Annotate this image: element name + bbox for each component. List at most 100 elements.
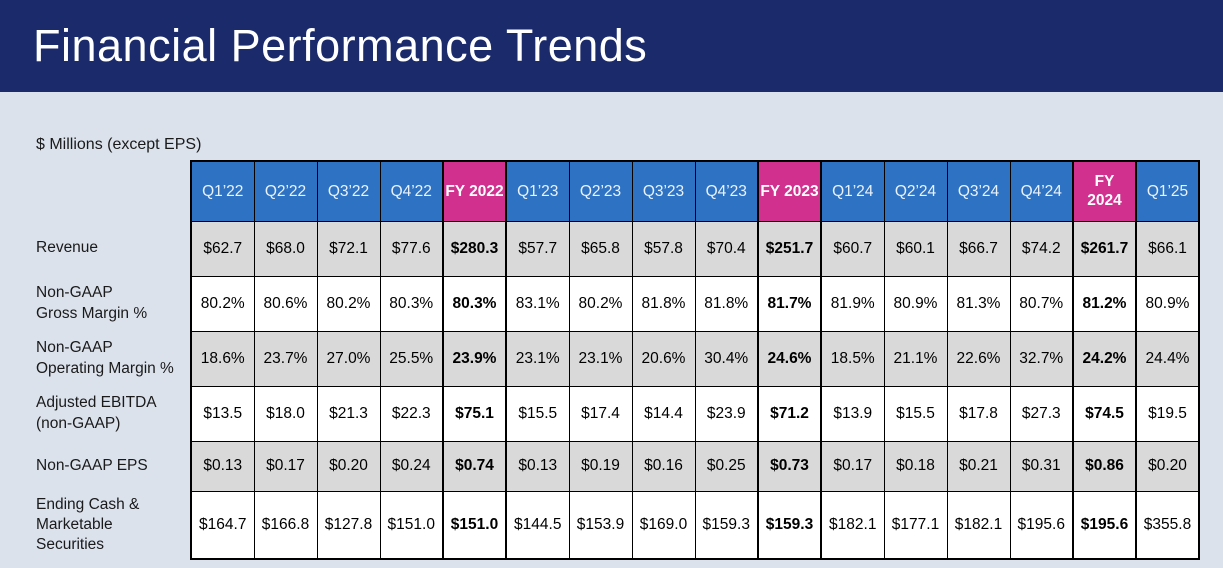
cell-value: $144.5	[505, 490, 570, 560]
cell-value: $70.4	[694, 220, 759, 277]
cell-value: 81.2%	[1072, 275, 1137, 332]
cell-value: 24.2%	[1072, 330, 1137, 387]
cell-value: 80.3%	[442, 275, 507, 332]
cell-value: $65.8	[568, 220, 633, 277]
cell-value: $14.4	[631, 385, 696, 442]
table-row: Non-GAAP Gross Margin % 80.2% 80.6% 80.2% 80…	[36, 275, 1200, 332]
cell-value: $355.8	[1135, 490, 1200, 560]
table-row: Non-GAAP EPS $0.13 $0.17 $0.20 $0.24 $0.74 $0.…	[36, 440, 1200, 492]
cell-value: $17.8	[946, 385, 1011, 442]
cell-value: 80.9%	[1135, 275, 1200, 332]
units-note: $ Millions (except EPS)	[36, 136, 202, 153]
table-row: Adjusted EBITDA (non-GAAP) $13.5 $18.0 $21.…	[36, 385, 1200, 442]
financial-performance-table: Q1’22 Q2’22 Q3’22 Q4’22 FY 2022 Q1’23 Q2’23 Q3’…	[36, 160, 1200, 560]
cell-value: $62.7	[190, 220, 255, 277]
cell-value: 80.2%	[568, 275, 633, 332]
cell-value: 81.7%	[757, 275, 822, 332]
cell-value: 24.4%	[1135, 330, 1200, 387]
table-row: Ending Cash & Marketable Securities $164.…	[36, 490, 1200, 560]
cell-value: $66.7	[946, 220, 1011, 277]
header-label-spacer	[36, 161, 191, 221]
column-header-quarter: Q4’24	[1009, 160, 1074, 222]
cell-value: $60.7	[820, 220, 885, 277]
cell-value: 80.9%	[883, 275, 948, 332]
table-row: Revenue $62.7 $68.0 $72.1 $77.6 $280.3 $57.7 $6…	[36, 220, 1200, 277]
cell-value: 23.9%	[442, 330, 507, 387]
row-label: Revenue	[36, 239, 99, 257]
cell-value: $177.1	[883, 490, 948, 560]
cell-value: $153.9	[568, 490, 633, 560]
cell-value: $72.1	[316, 220, 381, 277]
table-row: Non-GAAP Operating Margin % 18.6% 23.7% 27.…	[36, 330, 1200, 387]
cell-value: $0.18	[883, 440, 948, 492]
cell-value: $127.8	[316, 490, 381, 560]
cell-value: $0.20	[1135, 440, 1200, 492]
cell-value: $195.6	[1072, 490, 1137, 560]
cell-value: $261.7	[1072, 220, 1137, 277]
cell-value: $151.0	[442, 490, 507, 560]
column-header-fy: FY 2023	[757, 160, 822, 222]
cell-value: 24.6%	[757, 330, 822, 387]
cell-value: $77.6	[379, 220, 444, 277]
column-header-fy: FY 2024	[1072, 160, 1137, 222]
cell-value: $18.0	[253, 385, 318, 442]
cell-value: $0.24	[379, 440, 444, 492]
cell-value: $17.4	[568, 385, 633, 442]
column-header-quarter: Q3’22	[316, 160, 381, 222]
cell-value: $13.5	[190, 385, 255, 442]
slide-body: $ Millions (except EPS) Q1’22 Q2’22 Q3’22 Q…	[0, 136, 1223, 560]
cell-value: 23.1%	[568, 330, 633, 387]
cell-value: $57.8	[631, 220, 696, 277]
column-header-quarter: Q2’23	[568, 160, 633, 222]
cell-value: 80.2%	[190, 275, 255, 332]
cell-value: 30.4%	[694, 330, 759, 387]
cell-value: 18.6%	[190, 330, 255, 387]
cell-value: $74.2	[1009, 220, 1074, 277]
column-header-quarter: Q1’24	[820, 160, 885, 222]
cell-value: $23.9	[694, 385, 759, 442]
row-label: Ending Cash & Marketable Securities	[36, 495, 140, 554]
cell-value: 25.5%	[379, 330, 444, 387]
cell-value: 80.7%	[1009, 275, 1074, 332]
cell-value: $0.31	[1009, 440, 1074, 492]
cell-value: $60.1	[883, 220, 948, 277]
cell-value: $169.0	[631, 490, 696, 560]
cell-value: $166.8	[253, 490, 318, 560]
column-header-quarter: Q2’22	[253, 160, 318, 222]
cell-value: 27.0%	[316, 330, 381, 387]
cell-value: 20.6%	[631, 330, 696, 387]
cell-value: $251.7	[757, 220, 822, 277]
column-header-quarter: Q1’23	[505, 160, 570, 222]
cell-value: $280.3	[442, 220, 507, 277]
cell-value: $0.74	[442, 440, 507, 492]
cell-value: 22.6%	[946, 330, 1011, 387]
cell-value: $71.2	[757, 385, 822, 442]
cell-value: $15.5	[883, 385, 948, 442]
cell-value: $159.3	[694, 490, 759, 560]
cell-value: $182.1	[820, 490, 885, 560]
cell-value: $159.3	[757, 490, 822, 560]
column-header-quarter: Q3’24	[946, 160, 1011, 222]
cell-value: 23.1%	[505, 330, 570, 387]
page-title: Financial Performance Trends	[33, 20, 648, 71]
cell-value: 81.3%	[946, 275, 1011, 332]
cell-value: $0.17	[820, 440, 885, 492]
cell-value: 32.7%	[1009, 330, 1074, 387]
cell-value: 80.3%	[379, 275, 444, 332]
row-label: Non-GAAP Gross Margin %	[36, 284, 148, 322]
table-header-row: Q1’22 Q2’22 Q3’22 Q4’22 FY 2022 Q1’23 Q2’23 Q3’…	[36, 160, 1200, 222]
cell-value: $75.1	[442, 385, 507, 442]
row-label: Non-GAAP Operating Margin %	[36, 339, 174, 377]
cell-value: 21.1%	[883, 330, 948, 387]
cell-value: $151.0	[379, 490, 444, 560]
cell-value: $13.9	[820, 385, 885, 442]
cell-value: $0.13	[190, 440, 255, 492]
row-label: Non-GAAP EPS	[36, 456, 148, 474]
cell-value: $21.3	[316, 385, 381, 442]
cell-value: $27.3	[1009, 385, 1074, 442]
cell-value: $0.13	[505, 440, 570, 492]
cell-value: $68.0	[253, 220, 318, 277]
cell-value: 83.1%	[505, 275, 570, 332]
cell-value: $0.16	[631, 440, 696, 492]
cell-value: 81.8%	[631, 275, 696, 332]
